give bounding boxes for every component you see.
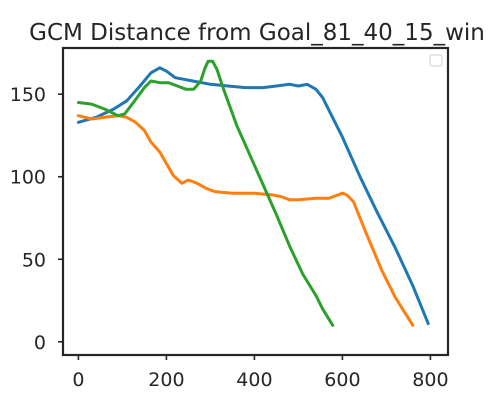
x-tick-label: 200 [148,369,184,391]
y-tick-label: 0 [34,332,46,354]
y-tick-label: 150 [10,84,46,106]
series-line-2 [76,114,415,327]
plot-frame [61,46,450,357]
series-line-3 [76,59,335,327]
x-tick-label: 400 [236,369,272,391]
y-axis: 0 50 100 150 [10,84,63,354]
series-layer [76,59,430,327]
series-line-1 [76,66,430,326]
x-axis: 0 200 400 600 800 [72,355,449,391]
y-tick-label: 100 [10,167,46,189]
chart-title: GCM Distance from Goal_81_40_15_win [29,20,485,46]
x-tick-label: 0 [72,369,84,391]
y-tick-label: 50 [22,249,46,271]
x-tick-label: 800 [412,369,448,391]
x-tick-label: 600 [324,369,360,391]
legend [429,54,443,67]
